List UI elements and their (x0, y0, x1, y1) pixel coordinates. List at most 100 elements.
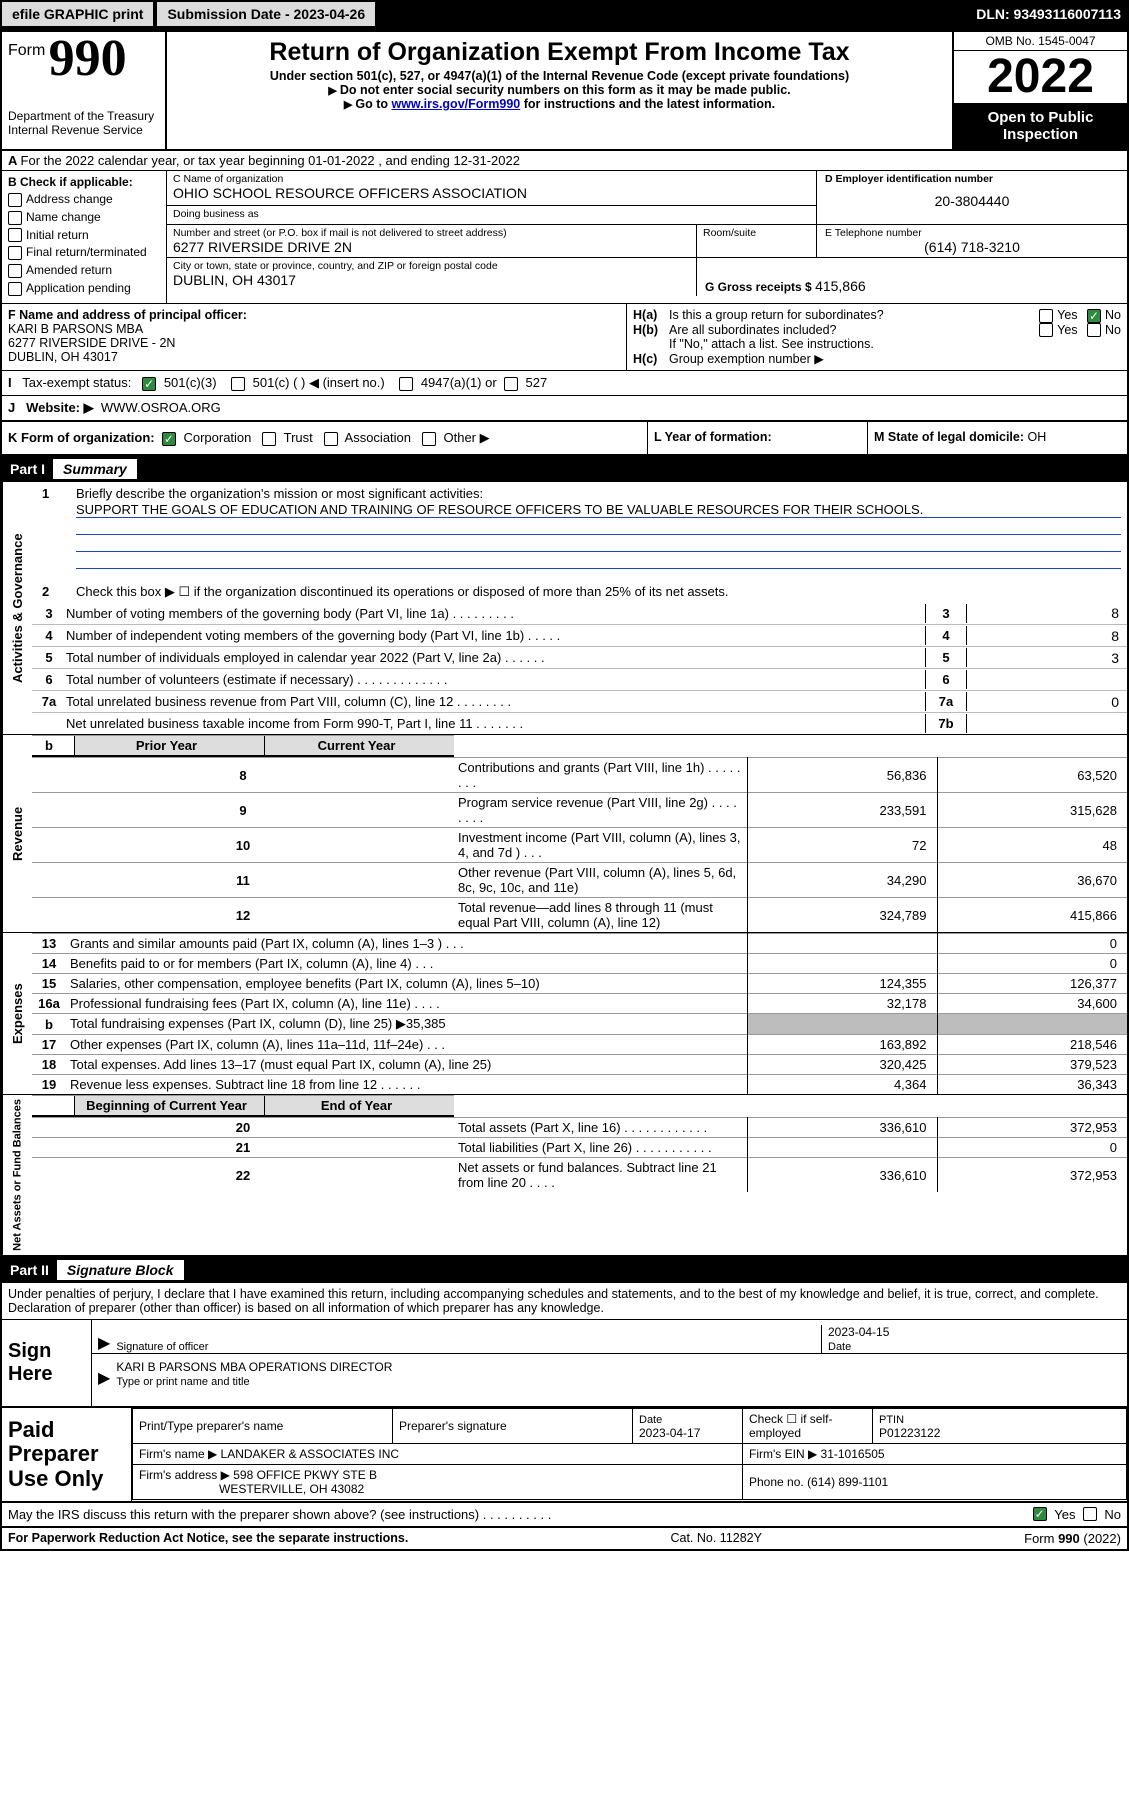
paid-preparer-table: Print/Type preparer's name Preparer's si… (132, 1408, 1127, 1500)
dba-label: Doing business as (173, 208, 810, 220)
chk-527[interactable] (504, 377, 518, 391)
omb-number: OMB No. 1545-0047 (954, 32, 1127, 51)
chk-address-change[interactable]: Address change (8, 192, 160, 207)
opt-assoc: Association (345, 430, 411, 445)
sub3-pre: Go to (355, 97, 391, 111)
prior-year-val (747, 934, 937, 954)
form-subtitle-3: Go to www.irs.gov/Form990 for instructio… (175, 97, 944, 111)
gross-label: G Gross receipts $ (705, 280, 815, 294)
vlabel-expenses: Expenses (2, 933, 32, 1094)
fein-lbl: Firm's EIN ▶ (749, 1447, 817, 1461)
chk-final-return[interactable]: Final return/terminated (8, 245, 160, 260)
ha-label: H(a) (633, 308, 669, 322)
chk-amended-return[interactable]: Amended return (8, 263, 160, 278)
firm-addr-cell: Firm's address ▶ 598 OFFICE PKWY STE B W… (133, 1465, 743, 1500)
arrow-icon: ▶ (98, 1333, 110, 1353)
city-value: DUBLIN, OH 43017 (173, 272, 296, 288)
expense-row: 15 Salaries, other compensation, employe… (32, 974, 1127, 994)
line-box: 4 (925, 626, 967, 645)
current-year-val: 48 (937, 828, 1127, 863)
hb-yes-no: Yes No (1033, 323, 1121, 338)
prior-year-val: 32,178 (747, 994, 937, 1014)
discuss-yes-chk[interactable] (1033, 1507, 1047, 1521)
perjury-declaration: Under penalties of perjury, I declare th… (2, 1283, 1127, 1320)
chk-4947[interactable] (399, 377, 413, 391)
line-2-text: Check this box ▶ ☐ if the organization d… (76, 584, 729, 599)
revenue-row: 12 Total revenue—add lines 8 through 11 … (32, 898, 1127, 933)
discuss-row: May the IRS discuss this return with the… (2, 1503, 1127, 1528)
row-num: b (32, 1014, 66, 1035)
current-year-val: 63,520 (937, 758, 1127, 793)
submission-date-value: 2023-04-26 (294, 6, 366, 22)
k-label: K Form of organization: (8, 430, 155, 445)
pp-h1: Print/Type preparer's name (133, 1409, 393, 1444)
addr-label: Number and street (or P.O. box if mail i… (173, 227, 690, 239)
prior-year-val: 124,355 (747, 974, 937, 994)
row-text: Total liabilities (Part X, line 26) . . … (454, 1138, 747, 1158)
chk-association[interactable] (324, 432, 338, 446)
row-i: I Tax-exempt status: 501(c)(3) 501(c) ( … (2, 371, 1127, 396)
chk-label-3: Final return/terminated (26, 245, 147, 259)
chk-trust[interactable] (262, 432, 276, 446)
hc-label: H(c) (633, 352, 669, 366)
col-org-info: C Name of organization OHIO SCHOOL RESOU… (167, 171, 1127, 303)
opt-501c: 501(c) ( ) ◀ (insert no.) (253, 375, 385, 390)
line-value: 3 (967, 648, 1127, 668)
chk-other[interactable] (422, 432, 436, 446)
efile-print-button[interactable]: efile GRAPHIC print (2, 2, 153, 26)
pp-date: Date2023-04-17 (633, 1409, 743, 1444)
f-addr2: DUBLIN, OH 43017 (8, 350, 118, 364)
begin-year-val (747, 1138, 937, 1158)
line-box: 5 (925, 648, 967, 667)
irs-link[interactable]: www.irs.gov/Form990 (391, 97, 520, 111)
expense-row: 13 Grants and similar amounts paid (Part… (32, 934, 1127, 954)
chk-501c[interactable] (231, 377, 245, 391)
net-header-row: Beginning of Current Year End of Year (32, 1095, 454, 1117)
expense-row: 14 Benefits paid to or for members (Part… (32, 954, 1127, 974)
line-text: Total number of volunteers (estimate if … (66, 670, 925, 689)
mission-text: SUPPORT THE GOALS OF EDUCATION AND TRAIN… (76, 502, 1121, 518)
chk-name-change[interactable]: Name change (8, 210, 160, 225)
chk-corporation[interactable] (162, 432, 176, 446)
prior-year-val: 4,364 (747, 1075, 937, 1095)
prior-year-val (747, 954, 937, 974)
discuss-no-chk[interactable] (1083, 1507, 1097, 1521)
room-label: Room/suite (703, 227, 810, 239)
hb-no-chk[interactable] (1087, 323, 1101, 337)
signature-date: 2023-04-15 Date (821, 1325, 1121, 1353)
line-text: Number of voting members of the governin… (66, 604, 925, 623)
net-row: 20 Total assets (Part X, line 16) . . . … (32, 1118, 1127, 1138)
line-box: 6 (925, 670, 967, 689)
revenue-row: 10 Investment income (Part VIII, column … (32, 828, 1127, 863)
summary-line: 6 Total number of volunteers (estimate i… (32, 668, 1127, 690)
end-year-hdr: End of Year (264, 1096, 454, 1115)
col-b-checkboxes: B Check if applicable: Address change Na… (2, 171, 167, 303)
line-2: 2 Check this box ▶ ☐ if the organization… (32, 580, 1127, 602)
tele-value: (614) 718-3210 (825, 239, 1119, 255)
line-2-num: 2 (42, 584, 49, 599)
ha-yes: Yes (1057, 308, 1077, 322)
part-i-body: Activities & Governance 1 Briefly descri… (2, 482, 1127, 1257)
line-num: 4 (32, 628, 66, 643)
arrow-icon: ▶ (98, 1368, 110, 1388)
addr-value: 6277 RIVERSIDE DRIVE 2N (173, 239, 352, 255)
prior-year-val: 320,425 (747, 1055, 937, 1075)
hb-yes-chk[interactable] (1039, 323, 1053, 337)
row-num: 21 (32, 1138, 454, 1158)
prior-year-val: 233,591 (747, 793, 937, 828)
pp-date-lbl: Date (639, 1414, 662, 1426)
current-year-val: 0 (937, 954, 1127, 974)
chk-application-pending[interactable]: Application pending (8, 281, 160, 296)
prior-year-val: 34,290 (747, 863, 937, 898)
faddr-lbl: Firm's address ▶ (139, 1468, 230, 1482)
line-value: 0 (967, 692, 1127, 712)
line-value (967, 678, 1127, 682)
vlabel-governance: Activities & Governance (2, 482, 32, 734)
chk-501c3[interactable] (142, 377, 156, 391)
chk-initial-return[interactable]: Initial return (8, 228, 160, 243)
line-num: 7a (32, 694, 66, 709)
summary-line: 4 Number of independent voting members o… (32, 624, 1127, 646)
ha-no-chk[interactable] (1087, 309, 1101, 323)
line-text: Total unrelated business revenue from Pa… (66, 692, 925, 711)
ha-yes-chk[interactable] (1039, 309, 1053, 323)
